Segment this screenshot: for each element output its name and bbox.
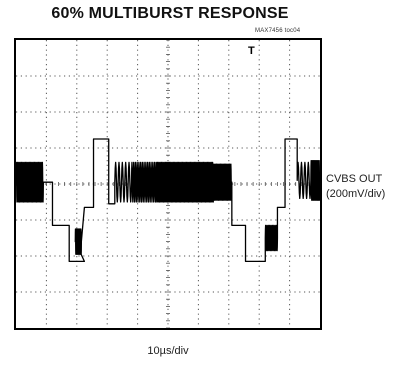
trigger-marker: T	[248, 45, 255, 57]
trace-group	[15, 138, 321, 263]
timebase-label: 10µs/div	[147, 345, 189, 357]
channel-scale: (200mV/div)	[326, 188, 386, 200]
plot-frame	[14, 38, 322, 330]
channel-label: CVBS OUT (200mV/div)	[326, 172, 385, 202]
oscilloscope-plot: T	[14, 38, 322, 330]
chart-title: 60% MULTIBURST RESPONSE	[51, 5, 289, 22]
figure-id: MAX7456 toc04	[255, 28, 301, 34]
channel-name: CVBS OUT	[326, 173, 383, 185]
cvbs-trace	[15, 138, 321, 263]
